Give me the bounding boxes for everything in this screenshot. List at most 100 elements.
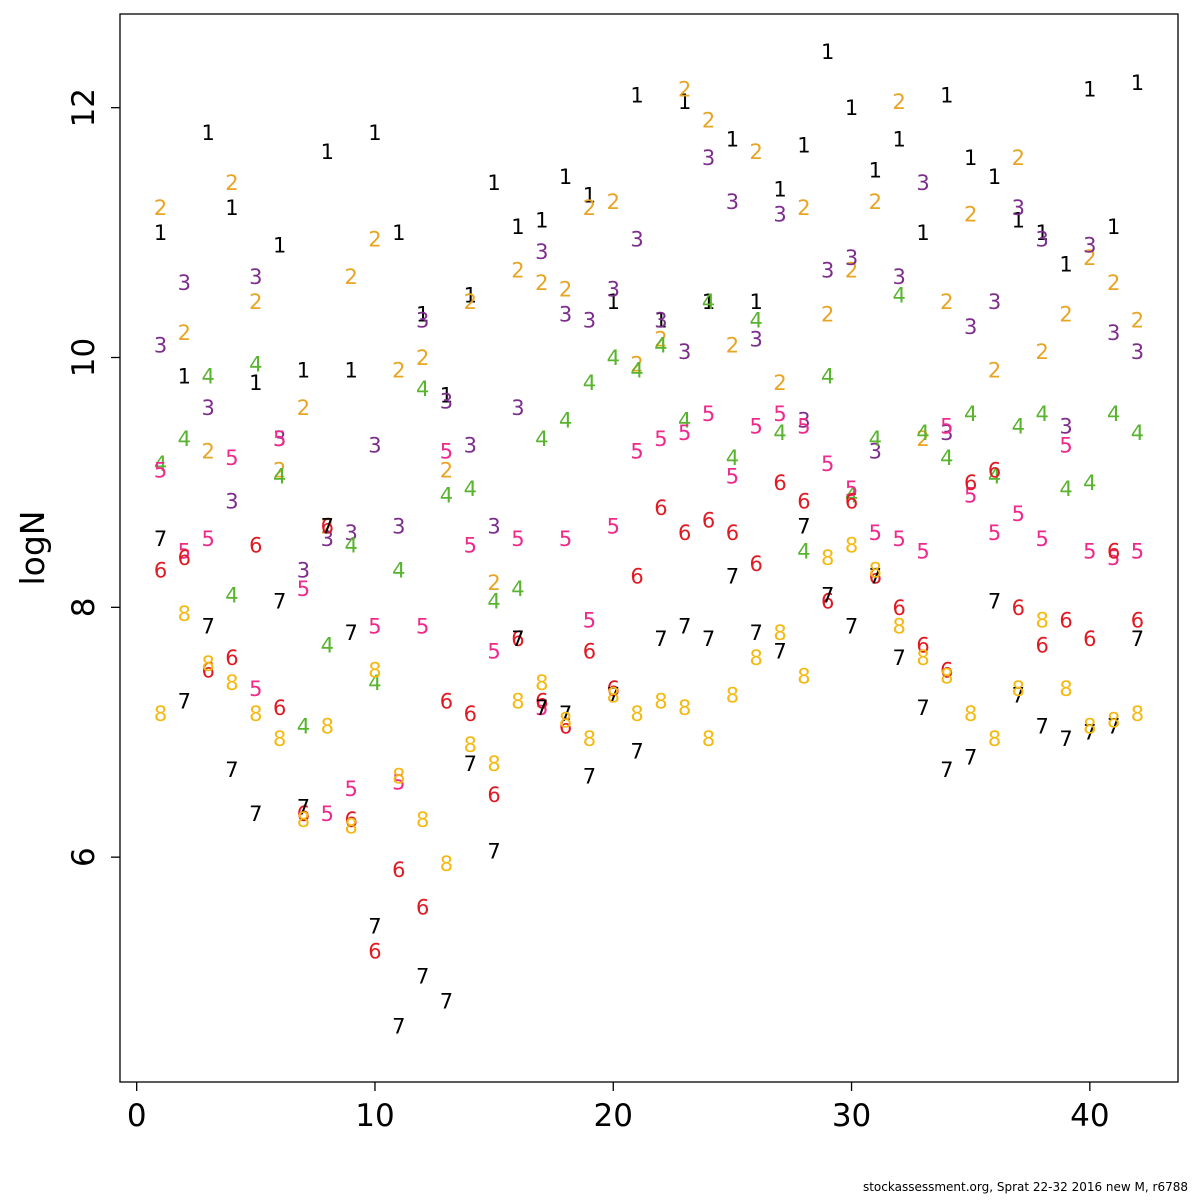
data-point-age-3: 3 (344, 521, 357, 545)
data-point-age-3: 3 (750, 327, 763, 351)
data-point-age-3: 3 (726, 190, 739, 214)
data-point-age-3: 3 (249, 265, 262, 289)
data-point-age-7: 7 (559, 702, 572, 726)
data-point-age-7: 7 (487, 839, 500, 863)
data-point-age-5: 5 (273, 427, 286, 451)
data-point-age-5: 5 (487, 640, 500, 664)
data-point-age-2: 2 (178, 321, 191, 345)
data-point-age-1: 1 (1012, 209, 1025, 233)
data-point-age-8: 8 (178, 602, 191, 626)
data-point-age-8: 8 (845, 533, 858, 557)
data-point-age-1: 1 (464, 284, 477, 308)
data-point-age-3: 3 (273, 427, 286, 451)
data-point-age-3: 3 (487, 515, 500, 539)
data-point-age-6: 6 (154, 558, 167, 582)
data-point-age-3: 3 (1107, 321, 1120, 345)
data-point-age-6: 6 (368, 939, 381, 963)
data-point-age-2: 2 (1107, 271, 1120, 295)
data-point-age-3: 3 (1035, 227, 1048, 251)
data-point-age-8: 8 (607, 683, 620, 707)
data-point-age-8: 8 (821, 546, 834, 570)
data-point-age-8: 8 (535, 671, 548, 695)
data-point-age-8: 8 (1083, 715, 1096, 739)
data-point-age-1: 1 (630, 84, 643, 108)
data-point-age-2: 2 (607, 190, 620, 214)
data-point-age-8: 8 (654, 690, 667, 714)
data-point-age-1: 1 (535, 209, 548, 233)
data-point-age-6: 6 (773, 471, 786, 495)
data-point-age-5: 5 (702, 402, 715, 426)
data-point-age-6: 6 (416, 896, 429, 920)
data-point-age-7: 7 (1083, 721, 1096, 745)
data-point-age-7: 7 (869, 565, 882, 589)
data-point-age-5: 5 (773, 402, 786, 426)
data-point-age-4: 4 (535, 427, 548, 451)
data-point-age-2: 2 (392, 359, 405, 383)
data-point-age-5: 5 (678, 421, 691, 445)
data-point-age-8: 8 (297, 808, 310, 832)
data-point-age-3: 3 (297, 558, 310, 582)
x-tick-label: 40 (1070, 1098, 1109, 1134)
data-point-age-3: 3 (702, 146, 715, 170)
data-point-age-3: 3 (940, 421, 953, 445)
data-point-age-5: 5 (1131, 540, 1144, 564)
data-point-age-2: 2 (654, 327, 667, 351)
data-point-age-5: 5 (511, 527, 524, 551)
data-point-age-1: 1 (797, 134, 810, 158)
data-point-age-7: 7 (630, 739, 643, 763)
data-point-age-6: 6 (940, 658, 953, 682)
data-point-age-5: 5 (988, 521, 1001, 545)
data-point-age-5: 5 (392, 771, 405, 795)
data-point-age-5: 5 (201, 527, 214, 551)
x-tick-label: 30 (832, 1098, 871, 1134)
x-tick-label: 10 (355, 1098, 394, 1134)
data-point-age-5: 5 (559, 527, 572, 551)
data-point-age-3: 3 (845, 246, 858, 270)
data-point-age-1: 1 (964, 146, 977, 170)
data-point-age-1: 1 (1107, 215, 1120, 239)
data-point-age-6: 6 (392, 858, 405, 882)
data-point-age-4: 4 (297, 715, 310, 739)
data-point-age-4: 4 (773, 421, 786, 445)
data-point-age-6: 6 (869, 565, 882, 589)
data-point-age-6: 6 (511, 627, 524, 651)
data-point-age-3: 3 (392, 515, 405, 539)
data-point-age-8: 8 (201, 652, 214, 676)
data-point-age-5: 5 (607, 515, 620, 539)
data-point-age-3: 3 (678, 340, 691, 364)
data-point-age-2: 2 (964, 202, 977, 226)
data-point-age-3: 3 (869, 440, 882, 464)
data-point-age-3: 3 (416, 309, 429, 333)
data-point-age-5: 5 (869, 521, 882, 545)
data-point-age-7: 7 (440, 989, 453, 1013)
data-point-age-1: 1 (1083, 77, 1096, 101)
data-point-age-4: 4 (988, 465, 1001, 489)
data-point-age-8: 8 (344, 814, 357, 838)
x-tick-label: 0 (127, 1098, 147, 1134)
data-point-age-8: 8 (797, 665, 810, 689)
data-point-age-4: 4 (249, 352, 262, 376)
data-point-age-4: 4 (487, 590, 500, 614)
data-point-age-6: 6 (464, 702, 477, 726)
data-point-age-5: 5 (297, 577, 310, 601)
data-point-age-3: 3 (464, 433, 477, 457)
y-tick-label: 12 (66, 88, 102, 127)
data-point-age-8: 8 (416, 808, 429, 832)
data-point-age-1: 1 (225, 196, 238, 220)
data-point-age-1: 1 (607, 290, 620, 314)
data-point-age-3: 3 (654, 309, 667, 333)
data-point-age-8: 8 (440, 852, 453, 876)
data-point-age-4: 4 (964, 402, 977, 426)
data-point-age-6: 6 (702, 508, 715, 532)
data-point-age-7: 7 (964, 746, 977, 770)
data-point-age-2: 2 (249, 290, 262, 314)
y-tick-label: 6 (66, 847, 102, 867)
data-point-age-4: 4 (392, 558, 405, 582)
data-point-age-7: 7 (464, 752, 477, 776)
data-point-age-5: 5 (321, 802, 334, 826)
data-point-age-5: 5 (440, 440, 453, 464)
data-point-age-7: 7 (797, 515, 810, 539)
data-point-age-7: 7 (249, 802, 262, 826)
data-point-age-1: 1 (988, 165, 1001, 189)
